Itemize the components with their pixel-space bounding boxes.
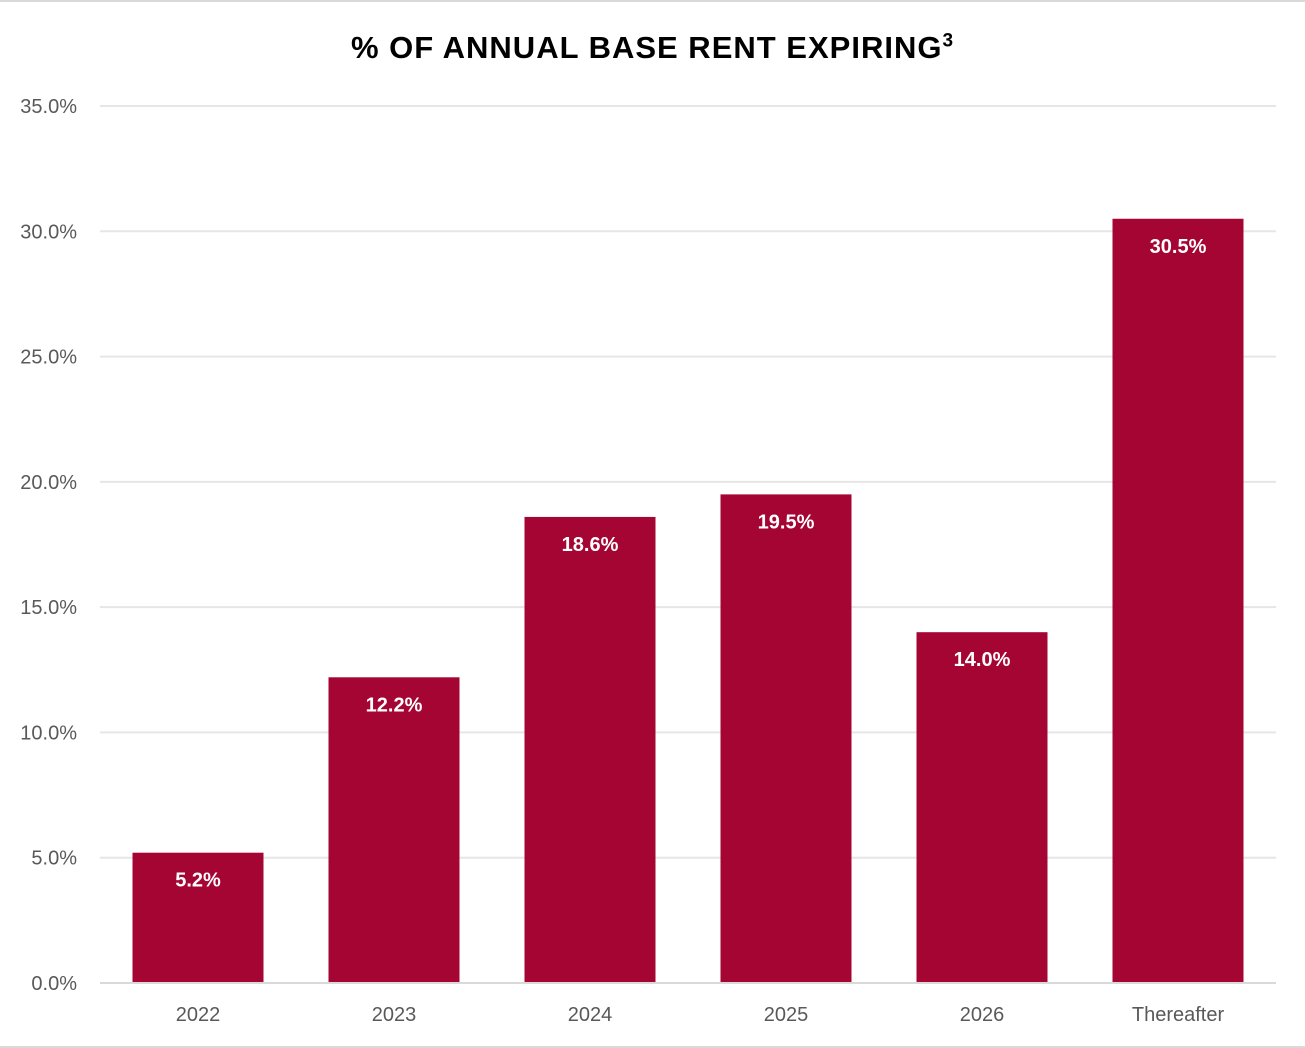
bar-data-label: 19.5% [758,511,815,533]
y-tick-label: 0.0% [31,973,77,995]
y-tick-label: 35.0% [20,96,77,118]
chart-title: % OF ANNUAL BASE RENT EXPIRING3 [0,30,1305,66]
bar-data-label: 12.2% [366,694,423,716]
y-tick-label: 25.0% [20,347,77,369]
y-axis-tick-labels: 0.0% 5.0% 10.0% 15.0% 20.0% 25.0% 30.0% 35.0% [20,96,77,995]
bar [916,632,1048,983]
x-tick-label: 2024 [568,1004,613,1026]
x-tick-label: 2023 [372,1004,417,1026]
y-tick-label: 30.0% [20,221,77,243]
x-axis-tick-labels: 2022 2023 2024 2025 2026 Thereafter [176,1004,1225,1026]
bar-data-label: 5.2% [175,870,221,892]
y-tick-label: 10.0% [20,722,77,744]
y-tick-label: 5.0% [31,848,77,870]
bar-data-labels: 5.2% 12.2% 18.6% 19.5% 14.0% 30.5% [175,236,1206,892]
x-tick-label: 2022 [176,1004,221,1026]
gridlines [100,105,1276,859]
y-tick-label: 15.0% [20,597,77,619]
y-tick-label: 20.0% [20,472,77,494]
chart-title-footnote: 3 [942,30,955,52]
x-tick-label: Thereafter [1132,1004,1225,1026]
x-tick-label: 2025 [764,1004,809,1026]
bar-data-label: 30.5% [1150,236,1207,258]
chart-title-text: % OF ANNUAL BASE RENT EXPIRING [350,30,943,65]
bars [132,218,1244,983]
x-tick-label: 2026 [960,1004,1005,1026]
bar [132,852,264,983]
bar [524,516,656,983]
bar-data-label: 14.0% [954,649,1011,671]
bar [1112,218,1244,983]
bar-data-label: 18.6% [562,534,619,556]
bar [328,677,460,983]
bar [720,494,852,983]
